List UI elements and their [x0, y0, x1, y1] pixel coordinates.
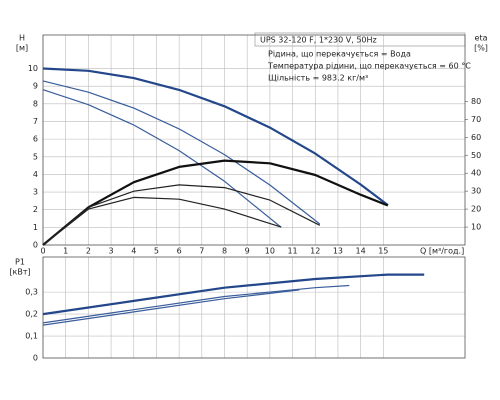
y2-axis-label: eta [475, 34, 488, 43]
y-tick-label: 7 [33, 117, 38, 126]
x-tick-label: 12 [310, 247, 320, 256]
y-tick-label: 1 [33, 223, 38, 232]
y-tick-label: 6 [33, 135, 38, 144]
y-tick-label: 0,1 [25, 332, 38, 341]
info-text: Температура рідини, що перекачується = 6… [267, 62, 471, 71]
plot-frame [42, 256, 466, 359]
curve [42, 89, 282, 228]
info-text: UPS 32-120 F, 1*230 V, 50Hz [260, 36, 377, 45]
y-tick-label: 3 [33, 188, 38, 197]
x-tick-label: 8 [222, 247, 227, 256]
curve [42, 67, 389, 206]
x-tick-label: 13 [333, 247, 343, 256]
y2-tick-label: 50 [471, 151, 481, 160]
y-tick-label: 9 [33, 82, 38, 91]
y-tick-label: 0 [33, 241, 38, 250]
x-tick-label: 11 [287, 247, 297, 256]
x-tick-label: 4 [131, 247, 136, 256]
y-axis-label: H [19, 34, 25, 43]
info-text: Щільність = 983.2 кг/м³ [268, 74, 368, 83]
y2-axis-unit: [%] [474, 44, 488, 53]
curve [42, 184, 321, 246]
x-tick-label: 3 [109, 247, 114, 256]
plot-frame [42, 34, 466, 246]
y2-tick-label: 70 [471, 115, 481, 124]
curve [42, 196, 282, 246]
x-tick-label: 1 [63, 247, 68, 256]
curve [42, 273, 425, 316]
curve [42, 284, 350, 324]
y-axis-unit: [кВт] [9, 268, 30, 277]
x-tick-label: 0 [40, 247, 45, 256]
x-tick-label: 7 [199, 247, 204, 256]
y-axis-label: P1 [15, 258, 25, 267]
y2-tick-label: 80 [471, 97, 481, 106]
x-tick-label: 10 [265, 247, 275, 256]
y-tick-label: 0 [33, 354, 38, 363]
y-tick-label: 8 [33, 99, 38, 108]
y2-tick-label: 10 [471, 223, 481, 232]
curve [42, 159, 389, 246]
y2-tick-label: 40 [471, 169, 481, 178]
info-text: Рідина, що перекачується = Вода [268, 50, 411, 59]
x-tick-label: 5 [154, 247, 159, 256]
x-tick-label: 15 [378, 247, 388, 256]
x-tick-label: 9 [245, 247, 250, 256]
y2-tick-label: 60 [471, 133, 481, 142]
x-tick-label: 6 [177, 247, 182, 256]
y-tick-label: 5 [33, 152, 38, 161]
x-axis-label: Q [м³/год.] [420, 247, 464, 256]
x-tick-label: 14 [356, 247, 366, 256]
curve [42, 289, 300, 326]
y-axis-unit: [м] [16, 44, 28, 53]
y-tick-label: 2 [33, 205, 38, 214]
y-tick-label: 4 [33, 170, 38, 179]
y-tick-label: 10 [28, 64, 38, 73]
y-tick-label: 0,3 [25, 288, 38, 297]
y-tick-label: 0,2 [25, 310, 38, 319]
x-tick-label: 2 [86, 247, 91, 256]
y2-tick-label: 20 [471, 205, 481, 214]
curve [42, 80, 321, 225]
y2-tick-label: 30 [471, 187, 481, 196]
